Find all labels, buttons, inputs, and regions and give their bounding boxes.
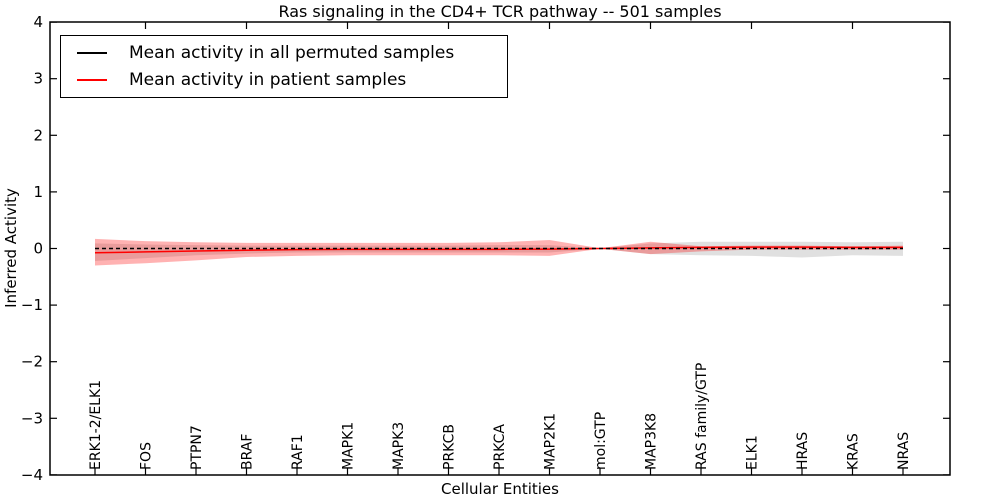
x-tick-label: HRAS (795, 432, 811, 470)
y-tick-label: −4 (21, 466, 43, 484)
legend-line-sample-patient (77, 79, 107, 81)
x-tick-label: MAPK3 (391, 422, 407, 470)
y-tick-label: 2 (33, 126, 43, 144)
chart-title: Ras signaling in the CD4+ TCR pathway --… (278, 2, 722, 21)
legend-label-permuted: Mean activity in all permuted samples (129, 43, 455, 63)
x-tick-label: NRAS (896, 432, 912, 470)
x-tick-label: MAP2K1 (543, 413, 559, 470)
band-permuted (95, 241, 903, 261)
x-tick-label: KRAS (846, 433, 862, 470)
x-tick-label: PRKCA (492, 424, 508, 470)
y-axis-label: Inferred Activity (2, 188, 20, 308)
x-tick-label: BRAF (240, 434, 256, 470)
y-tick-label: −3 (21, 409, 43, 427)
legend: Mean activity in all permuted samples Me… (60, 35, 508, 98)
y-tick-label: 3 (33, 70, 43, 88)
y-tick-label: 1 (33, 183, 43, 201)
x-tick-label: mol:GTP (593, 412, 609, 470)
y-tick-label: 0 (33, 240, 43, 258)
band-patient (95, 238, 903, 266)
legend-label-patient: Mean activity in patient samples (129, 70, 407, 90)
legend-item-permuted: Mean activity in all permuted samples (61, 43, 507, 63)
x-axis-label: Cellular Entities (441, 480, 559, 498)
y-tick-label: 4 (33, 13, 43, 31)
x-tick-label: PTPN7 (189, 425, 205, 470)
y-tick-label: −2 (21, 353, 43, 371)
x-tick-label: ELK1 (745, 435, 761, 470)
legend-line-sample-permuted (77, 52, 107, 54)
x-tick-label: PRKCB (442, 424, 458, 470)
line-patient-mean (94, 246, 903, 254)
x-tick-label: ERK1-2/ELK1 (88, 380, 104, 470)
y-tick-label: −1 (21, 296, 43, 314)
x-tick-label: FOS (139, 442, 155, 470)
x-tick-label: MAPK1 (341, 422, 357, 470)
legend-item-patient: Mean activity in patient samples (61, 70, 507, 90)
x-tick-label: MAP3K8 (644, 413, 660, 470)
x-tick-label: RAF1 (290, 434, 306, 470)
x-tick-label: RAS family/GTP (694, 363, 710, 470)
